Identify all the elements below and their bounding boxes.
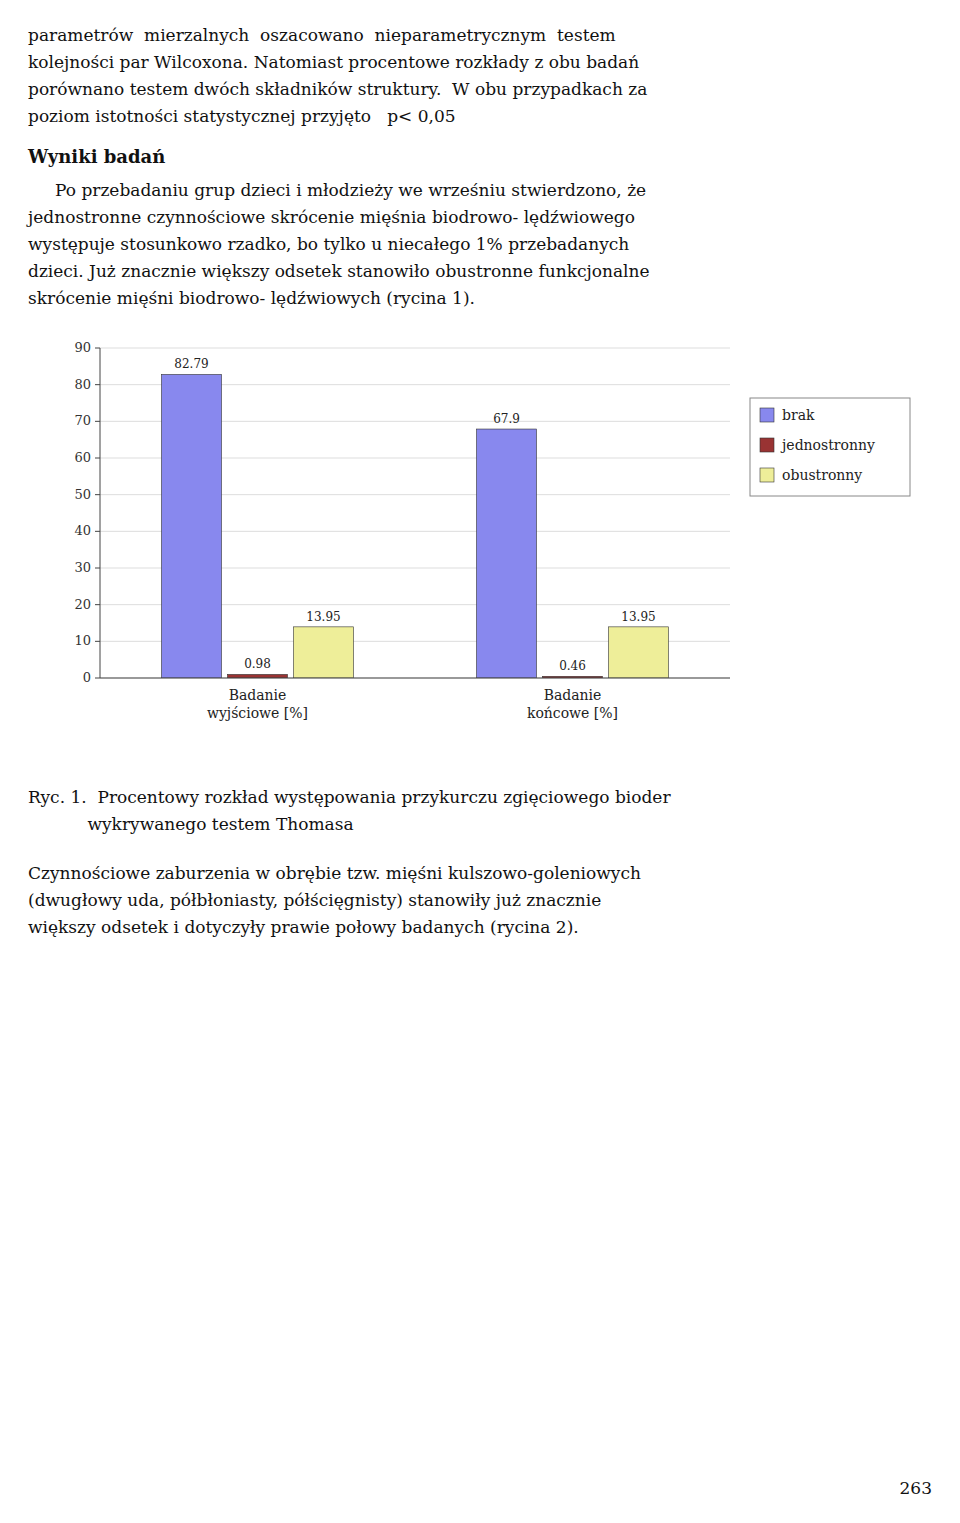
tick-mark	[95, 604, 100, 605]
data-labels: 82.79 0.98 13.95 67.9 0.46 13.95	[174, 357, 655, 673]
tick-mark	[95, 568, 100, 569]
caption-line: wykrywanego testem Thomasa	[28, 811, 932, 838]
paragraph-line: poziom istotności statystycznej przyjęto…	[28, 103, 932, 130]
y-axis	[100, 348, 101, 678]
legend-label: jednostronny	[780, 437, 875, 453]
legend: brak jednostronny obustronny	[750, 398, 910, 496]
tick-mark	[95, 678, 100, 679]
section-title: Wyniki badań	[28, 146, 932, 167]
bars	[162, 374, 669, 678]
data-label: 67.9	[493, 412, 520, 426]
tick-label: 90	[74, 340, 91, 355]
tick-mark	[95, 384, 100, 385]
page: parametrów mierzalnych oszacowano niepar…	[28, 22, 932, 941]
paragraph-line: skrócenie mięśni biodrowo- lędźwiowych (…	[28, 285, 932, 312]
paragraph-line: porównano testem dwóch składników strukt…	[28, 76, 932, 103]
bar	[162, 374, 222, 678]
tick-label: 0	[83, 670, 91, 685]
paragraph-line: jednostronne czynnościowe skrócenie mięś…	[28, 204, 932, 231]
tick-mark	[95, 458, 100, 459]
tick-mark	[95, 531, 100, 532]
tick-label: 30	[74, 560, 91, 575]
paragraph-line: większy odsetek i dotyczyły prawie połow…	[28, 914, 932, 941]
data-label: 13.95	[621, 610, 655, 624]
legend-label: brak	[782, 407, 815, 423]
tick-label: 20	[74, 597, 91, 612]
tick-label: 10	[74, 633, 91, 648]
paragraph-line: kolejności par Wilcoxona. Natomiast proc…	[28, 49, 932, 76]
paragraph-line: Czynnościowe zaburzenia w obrębie tzw. m…	[28, 860, 932, 887]
grid-line	[100, 348, 730, 349]
tick-label: 70	[74, 413, 91, 428]
x-axis	[100, 678, 730, 679]
bar	[294, 627, 354, 678]
category-label: Badaniewyjściowe [%]	[207, 687, 308, 721]
tick-mark	[95, 421, 100, 422]
legend-swatch	[760, 408, 774, 422]
data-label: 82.79	[174, 357, 208, 371]
tick-mark	[95, 348, 100, 349]
chart: 0 10 20 30 40 50 60 70 80 90 82.79 0.98 13.95 67.9 0.4…	[40, 318, 920, 758]
legend-swatch	[760, 468, 774, 482]
paragraph-line: występuje stosunkowo rzadko, bo tylko u …	[28, 231, 932, 258]
legend-swatch	[760, 438, 774, 452]
data-label: 0.98	[244, 657, 271, 671]
legend-label: obustronny	[782, 467, 862, 483]
tick-label: 60	[74, 450, 91, 465]
bar	[477, 429, 537, 678]
caption-line: Ryc. 1. Procentowy rozkład występowania …	[28, 784, 932, 811]
category-label: Badaniekońcowe [%]	[527, 687, 618, 721]
bar	[609, 627, 669, 678]
paragraph-line: parametrów mierzalnych oszacowano niepar…	[28, 22, 932, 49]
legend-box	[750, 398, 910, 496]
tick-label: 40	[74, 523, 91, 538]
bar	[228, 674, 288, 678]
data-label: 13.95	[306, 610, 340, 624]
paragraph-line: Po przebadaniu grup dzieci i młodzieży w…	[28, 177, 932, 204]
grid-line	[100, 678, 730, 679]
page-number: 263	[900, 1478, 932, 1498]
tick-label: 50	[74, 487, 91, 502]
tick-mark	[95, 641, 100, 642]
data-label: 0.46	[559, 659, 586, 673]
tick-label: 80	[74, 377, 91, 392]
paragraph-line: (dwugłowy uda, półbłoniasty, półścięgnis…	[28, 887, 932, 914]
tick-mark	[95, 494, 100, 495]
paragraph-line: dzieci. Już znacznie większy odsetek sta…	[28, 258, 932, 285]
